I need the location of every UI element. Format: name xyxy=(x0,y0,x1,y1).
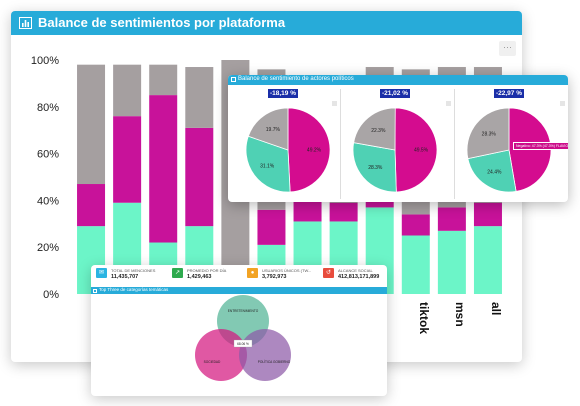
y-tick-label: 60% xyxy=(37,149,59,161)
divider xyxy=(454,89,455,199)
pie-slice-neutral[interactable] xyxy=(247,107,289,151)
share-icon: ↺ xyxy=(323,268,334,278)
pie-slice-label: 31.1% xyxy=(260,164,275,170)
political-actors-card: Balance de sentimiento de actores políti… xyxy=(228,75,568,202)
political-actors-title: Balance de sentimiento de actores políti… xyxy=(238,76,354,82)
bar-segment[interactable] xyxy=(329,202,358,222)
sentiment-pie-3: 24.4% 28.3% xyxy=(466,107,552,193)
pie-slice-label: 19.7% xyxy=(266,127,281,133)
stat-value: 11,435,707 xyxy=(111,274,139,280)
chart-menu-button[interactable]: ⋯ xyxy=(499,41,516,56)
venn-header: Top Three de categorías temáticas xyxy=(91,287,387,294)
sentiment-badge-2: -21,02 % xyxy=(380,89,410,98)
sentiment-badge-1: -18,19 % xyxy=(268,89,298,98)
stat-value: 412,813,171,899 xyxy=(338,274,380,280)
pie-slice-label: 28.3% xyxy=(482,132,497,138)
pie-slice-label: 28.3% xyxy=(368,165,383,171)
pie-slice-negativo[interactable] xyxy=(287,107,331,193)
political-actors-header: Balance de sentimiento de actores políti… xyxy=(228,75,568,85)
bar-segment[interactable] xyxy=(437,230,466,294)
bar-segment[interactable] xyxy=(257,209,286,245)
chat-icon: ✉ xyxy=(96,268,107,278)
bar-segment[interactable] xyxy=(77,184,106,227)
bar-segment[interactable] xyxy=(113,116,142,203)
pie-options-button[interactable] xyxy=(332,101,337,106)
stat-label: TOTAL DE MENCIONES xyxy=(111,268,156,273)
stat-value: 3,792,973 xyxy=(262,274,287,280)
chart-icon xyxy=(231,77,236,82)
venn-label-society: SOCIEDAD xyxy=(204,360,221,364)
chart-icon xyxy=(93,288,97,293)
pie-slice-positivo[interactable] xyxy=(352,142,397,193)
bar-segment[interactable] xyxy=(77,64,106,185)
x-tick-label: msn xyxy=(453,302,467,327)
bar-segment[interactable] xyxy=(185,67,214,128)
bar-segment[interactable] xyxy=(149,64,178,96)
stat-value: 1,429,463 xyxy=(187,274,212,280)
sentiment-pie-2: 49.5% 28.3% 22.3% xyxy=(352,107,438,193)
venn-center-box xyxy=(233,339,253,348)
pie-slice-label: 49.2% xyxy=(307,147,322,153)
y-tick-label: 80% xyxy=(37,102,59,114)
venn-center-label: 68.06 % xyxy=(237,342,249,346)
topics-venn-diagram: ENTRETENIMIENTO SOCIEDAD POLÍTICA GOBIER… xyxy=(195,295,291,381)
bar-segment[interactable] xyxy=(293,200,322,222)
bar-chart-icon xyxy=(19,17,32,29)
y-tick-label: 100% xyxy=(31,55,59,67)
venn-set-politics xyxy=(239,329,291,381)
venn-title: Top Three de categorías temáticas xyxy=(99,287,169,292)
bar-segment[interactable] xyxy=(473,226,502,294)
bar-segment[interactable] xyxy=(113,64,142,117)
pie-slice-neutral[interactable] xyxy=(466,107,510,160)
bar-segment[interactable] xyxy=(149,95,178,243)
pie-options-button[interactable] xyxy=(446,101,451,106)
summary-card: ✉ TOTAL DE MENCIONES 11,435,707 ↗ PROMED… xyxy=(91,265,387,396)
pie-slice-label: 49.5% xyxy=(414,148,429,154)
divider xyxy=(340,89,341,199)
pie-options-button[interactable] xyxy=(560,101,565,106)
pie-slice-label: 22.3% xyxy=(371,128,386,134)
venn-label-entertainment: ENTRETENIMIENTO xyxy=(228,309,259,313)
bar-segment[interactable] xyxy=(401,214,430,236)
pie-slice-neutral[interactable] xyxy=(353,107,396,151)
pie-slice-negativo[interactable] xyxy=(394,107,438,193)
bar-segment[interactable] xyxy=(401,235,430,295)
y-tick-label: 0% xyxy=(43,289,59,301)
stat-label: USUARIOS ÚNICOS (TW... xyxy=(262,268,312,273)
card-title: Balance de sentimientos por plataforma xyxy=(38,15,286,30)
pie-slice-label: 24.4% xyxy=(487,170,502,176)
pie-slice-positivo[interactable] xyxy=(245,135,291,193)
y-tick-label: 20% xyxy=(37,242,59,254)
stat-label: PROMEDIO POR DÍA xyxy=(187,268,227,273)
bar-segment[interactable] xyxy=(185,127,214,227)
stat-label: ALCANCE SOCIAL xyxy=(338,268,373,273)
pie-slice-positivo[interactable] xyxy=(467,149,517,193)
x-tick-label: tiktok xyxy=(417,302,431,334)
pie-tooltip: Negativo: 47.3% (47.3%) FLAVIO xyxy=(513,142,568,150)
stats-row: ✉ TOTAL DE MENCIONES 11,435,707 ↗ PROMED… xyxy=(91,265,387,286)
users-icon: ● xyxy=(247,268,258,278)
card-header: Balance de sentimientos por plataforma xyxy=(11,11,522,35)
y-tick-label: 40% xyxy=(37,195,59,207)
trend-icon: ↗ xyxy=(172,268,183,278)
bar-segment[interactable] xyxy=(437,207,466,231)
venn-label-politics: POLÍTICA GOBIERNO xyxy=(258,360,291,364)
x-tick-label: all xyxy=(489,302,503,315)
sentiment-pie-1: 49.2% 31.1% 19.7% xyxy=(245,107,331,193)
sentiment-badge-3: -22,97 % xyxy=(494,89,524,98)
bar-segment[interactable] xyxy=(473,202,502,227)
